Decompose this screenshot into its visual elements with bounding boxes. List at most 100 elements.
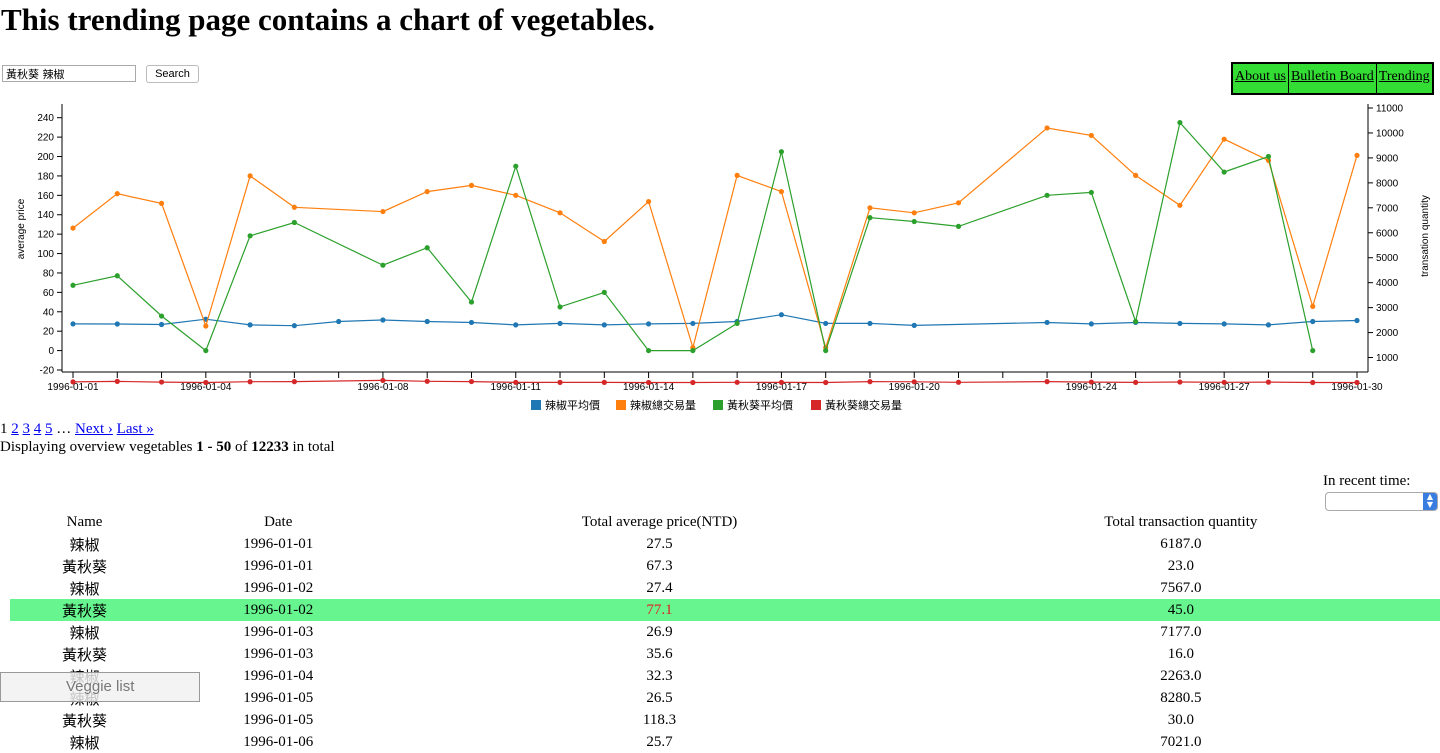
recent-time-select[interactable]: ▲ ▼ [1325,492,1438,511]
x-tick-label: 1996-01-17 [756,382,808,393]
cell-quantity: 7567.0 [1160,579,1202,596]
data-point [734,379,740,385]
data-point [1133,379,1139,386]
nav-about-us[interactable]: About us [1233,64,1289,93]
data-point [1088,321,1094,327]
col-price-header: Total average price(NTD) [581,513,738,530]
cell-price: 77.1 [646,601,673,618]
page-link-4[interactable]: 4 [33,421,42,437]
data-point [911,322,917,328]
cell-quantity: 7021.0 [1160,733,1202,750]
table-row[interactable]: 黃秋葵 1996-01-03 35.6 16.0 [10,643,1440,665]
pagination: 1 2 3 4 5 … Next › Last » [0,421,154,438]
cell-price: 27.5 [646,535,673,552]
data-point [1177,320,1183,327]
summary-total: 12233 [251,439,289,455]
series-line-3 [72,379,1357,384]
data-point [557,320,563,327]
vegetables-table: Name Date Total average price(NTD) Total… [10,511,1440,753]
legend-label: 辣椒平均價 [545,398,600,412]
data-point [70,282,76,288]
search-button[interactable]: Search [146,65,199,83]
data-point [513,192,519,198]
legend-swatch [811,400,821,410]
table-row[interactable]: 黃秋葵 1996-01-02 77.1 45.0 [10,599,1440,621]
next-page-link[interactable]: Next › [75,421,113,437]
data-point [380,377,386,384]
y-tick-label-left: 160 [37,191,54,202]
data-point [247,173,253,179]
data-point [1221,321,1227,327]
data-point [1265,322,1272,328]
select-arrows-icon: ▲ ▼ [1423,493,1437,510]
last-page-link[interactable]: Last » [116,421,154,437]
x-tick-label: 1996-01-24 [1066,382,1118,393]
nav-bulletin-board[interactable]: Bulletin Board [1289,64,1377,93]
cell-quantity: 16.0 [1167,645,1194,662]
page-link-2[interactable]: 2 [11,421,19,437]
y-tick-label-left: -20 [40,366,55,377]
y-tick-label-left: 200 [37,152,54,163]
data-point [424,378,430,384]
table-row[interactable]: 辣椒 1996-01-03 26.9 7177.0 [10,621,1440,643]
y-tick-label-right: 1000 [1376,353,1399,364]
data-point [1265,153,1272,160]
page-link-5[interactable]: 5 [45,421,53,437]
y-tick-label-right: 2000 [1376,328,1399,339]
cell-quantity: 2263.0 [1160,667,1202,684]
x-tick-label: 1996-01-08 [357,382,409,393]
top-nav: About us Bulletin Board Trending [1231,62,1434,95]
data-point [645,347,652,354]
y-tick-label-right: 9000 [1376,153,1399,164]
table-row[interactable]: 辣椒 1996-01-01 27.5 6187.0 [10,533,1440,555]
data-point [867,215,873,221]
series-line-2 [72,121,1314,353]
data-point [1354,379,1360,386]
page-link-3[interactable]: 3 [22,421,31,437]
data-point [1088,189,1094,196]
data-point [645,198,652,205]
page-ellipsis: … [56,421,72,437]
recent-time-label: In recent time: [1323,473,1411,489]
search-input[interactable] [2,65,136,82]
cell-price: 118.3 [642,711,677,728]
veggie-list-button[interactable]: Veggie list [0,672,200,702]
y-tick-label-left: 80 [43,268,55,279]
data-point [380,208,386,215]
nav-trending[interactable]: Trending [1378,69,1430,84]
summary-range: 1 - 50 [196,439,232,455]
table-row[interactable]: 辣椒 1996-01-06 25.7 7021.0 [10,731,1440,753]
legend-label: 黃秋葵總交易量 [825,398,902,412]
data-point [734,172,740,178]
y-tick-label-right: 11000 [1376,104,1404,115]
data-point [1354,317,1360,324]
data-point [468,378,475,385]
cell-quantity: 8280.5 [1160,689,1202,706]
legend-swatch [713,400,723,410]
data-point [823,320,829,327]
data-point [158,321,165,328]
data-point [158,200,165,206]
y-tick-label-left: 240 [37,113,54,124]
cell-date: 1996-01-02 [243,579,314,596]
cell-name: 辣椒 [69,735,100,752]
data-point [778,312,785,318]
table-row[interactable]: 辣椒 1996-01-02 27.4 7567.0 [10,577,1440,599]
data-point [601,289,607,295]
data-point [1044,125,1050,131]
series-line-0 [72,314,1358,327]
data-point [955,379,962,385]
legend-label: 辣椒總交易量 [630,398,696,412]
data-point [424,188,430,195]
cell-date: 1996-01-01 [243,535,314,552]
data-point [823,347,829,354]
data-point [380,317,386,323]
table-row[interactable]: 黃秋葵 1996-01-05 118.3 30.0 [10,709,1440,731]
data-point [911,210,917,216]
data-point [1221,379,1227,385]
data-point [1044,319,1050,326]
table-row[interactable]: 黃秋葵 1996-01-01 67.3 23.0 [10,555,1440,577]
cell-price: 27.4 [646,579,673,596]
